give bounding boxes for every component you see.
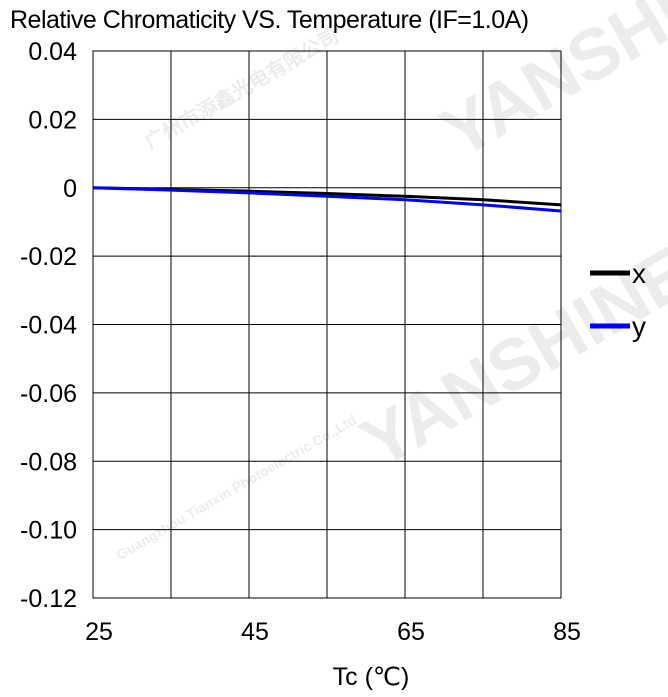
x-axis-label: Tc (℃) bbox=[333, 663, 410, 691]
x-tick-label: 85 bbox=[553, 618, 581, 646]
y-tick-label: 0 bbox=[63, 175, 77, 203]
legend-label-y: y bbox=[632, 311, 646, 342]
series-line-y bbox=[92, 186, 562, 213]
y-tick-label: -0.12 bbox=[20, 585, 77, 613]
watermark-brand-1: YANSHINE bbox=[348, 232, 668, 484]
y-tick-labels: 0.04 0.02 0 -0.02 -0.04 -0.06 -0.08 -0.10 -0.12 bbox=[20, 38, 77, 613]
legend-label-x: x bbox=[632, 258, 646, 289]
plot-frame bbox=[92, 50, 562, 599]
watermark-layer: YANSHINE YANSHINE 广州市添鑫光电有限公司 Guangzhou … bbox=[114, 0, 668, 563]
x-tick-label: 65 bbox=[397, 618, 425, 646]
y-tick-label: -0.06 bbox=[20, 380, 77, 408]
y-tick-label: 0.04 bbox=[28, 38, 77, 66]
x-tick-labels: 25 45 65 85 bbox=[85, 618, 581, 646]
series-layer bbox=[92, 186, 562, 213]
y-tick-label: -0.04 bbox=[20, 312, 77, 340]
x-tick-label: 45 bbox=[241, 618, 269, 646]
watermark-company-en: Guangzhou Tianxin Photoelectric Co.,Ltd bbox=[114, 412, 360, 563]
x-tick-label: 25 bbox=[85, 618, 113, 646]
y-tick-label: -0.02 bbox=[20, 243, 77, 271]
legend: xy bbox=[590, 258, 646, 342]
y-tick-label: 0.02 bbox=[28, 106, 77, 134]
y-tick-label: -0.08 bbox=[20, 448, 77, 476]
chart-title: Relative Chromaticity VS. Temperature (I… bbox=[10, 6, 529, 34]
y-tick-label: -0.10 bbox=[20, 517, 77, 545]
